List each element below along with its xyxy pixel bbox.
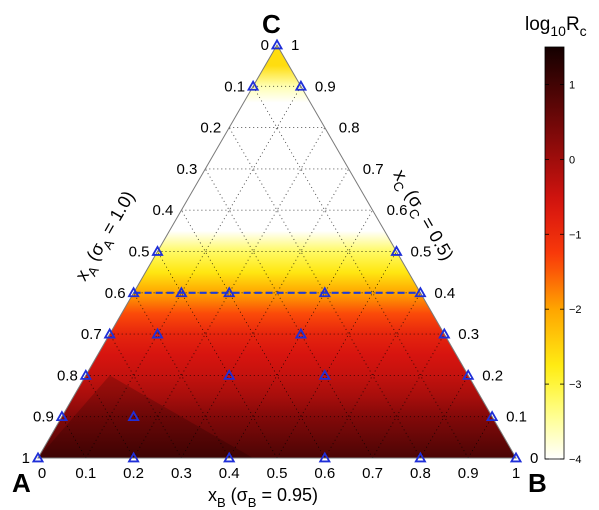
sample-marker [151,327,164,339]
sample-marker [31,451,45,463]
colorbar-tick-label: −1 [569,229,582,241]
sample-markers [31,38,523,463]
vertex-label-a: A [12,468,31,498]
sample-marker [127,410,140,422]
colorbar-tick-label: −4 [569,454,582,466]
axis-title-a: xA (σA = 1.0) [71,187,143,286]
tick-label-xc: 0.5 [411,244,432,261]
sample-marker [414,286,427,298]
colorbar: log10Rc 1 0 −1 −2 −3 −4 [525,14,587,466]
tick-label-xc: 0.3 [458,326,479,343]
ternary-heatmap [38,45,516,458]
tick-label-xb: 0.3 [171,465,192,482]
sample-marker [55,410,69,422]
sample-marker [318,368,331,380]
tick-label-xc: 0.8 [339,120,360,137]
sample-marker [294,327,308,339]
colorbar-title: log10Rc [525,14,587,39]
sample-marker [318,451,331,463]
tick-label-xc: 0.2 [482,367,503,384]
colorbar-ticks: 1 0 −1 −2 −3 −4 [545,79,582,466]
sample-marker [79,368,92,380]
sample-marker [485,410,499,422]
tick-label-xb: 1 [512,465,520,482]
sample-marker [151,245,164,256]
sample-marker [223,286,236,298]
triangle-outline [37,44,517,459]
sample-marker [223,451,236,463]
tick-label-xa: 0.8 [57,367,78,384]
sample-marker [438,327,451,339]
tick-label-xb: 0.2 [123,465,144,482]
tick-label-xb: 0.7 [362,465,383,482]
colorbar-tick-label: −3 [569,379,582,391]
sample-marker [270,38,284,50]
sample-marker [390,245,403,256]
tick-label-xc: 0.9 [315,78,336,95]
tick-label-xc: 0.1 [506,409,527,426]
colorbar-tick-label: 1 [569,79,575,91]
sample-marker [127,286,140,298]
heatmap-fill [38,45,516,458]
sample-marker [414,451,427,463]
sample-marker [318,286,331,298]
vertex-label-b: B [528,468,547,498]
colorbar-gradient [544,46,565,460]
sample-marker [127,451,140,463]
tick-label-xb: 0.4 [219,465,240,482]
tick-label-xa: 0.9 [33,409,54,426]
tick-label-xa: 0.2 [200,120,221,137]
colorbar-tick-label: −2 [569,304,582,316]
tick-label-xc: 0.4 [434,285,455,302]
tick-label-xc: 1 [291,37,299,54]
heatmap-shade-left [38,375,254,458]
sample-marker [223,368,236,380]
tick-label-xb: 0.1 [75,465,96,482]
vertex-label-c: C [262,9,281,39]
tick-label-xa: 1 [22,450,30,467]
tick-label-xb: 0.6 [314,465,335,482]
tick-labels: 0 0 0 0.1 0.1 0.1 0.2 0.2 0.2 0.3 0.3 0.3 0.4 0.4 0.4 0… [22,37,539,482]
sample-marker [246,79,260,91]
sample-marker [175,286,188,298]
tick-label-xb: 0 [38,465,46,482]
tick-label-xa: 0 [261,37,269,54]
tick-label-xb: 0.5 [267,465,288,482]
tick-label-xb: 0.8 [410,465,431,482]
tick-label-xc: 0.7 [363,161,384,178]
tick-label-xa: 0.5 [129,244,150,261]
sample-marker [103,327,116,339]
axis-title-b: xB (σB = 0.95) [208,485,318,510]
tick-label-xa: 0.1 [224,78,245,95]
tick-label-xa: 0.4 [153,202,174,219]
sample-marker [509,451,523,463]
tick-label-xc: 0.6 [387,202,408,219]
tick-label-xc: 0 [530,450,538,467]
tick-label-xa: 0.7 [81,326,102,343]
colorbar-tick-label: 0 [569,154,575,166]
tick-label-xa: 0.6 [105,285,126,302]
tick-label-xb: 0.9 [458,465,479,482]
sample-marker [462,368,475,380]
tick-label-xa: 0.3 [176,161,197,178]
sample-marker [294,79,308,91]
